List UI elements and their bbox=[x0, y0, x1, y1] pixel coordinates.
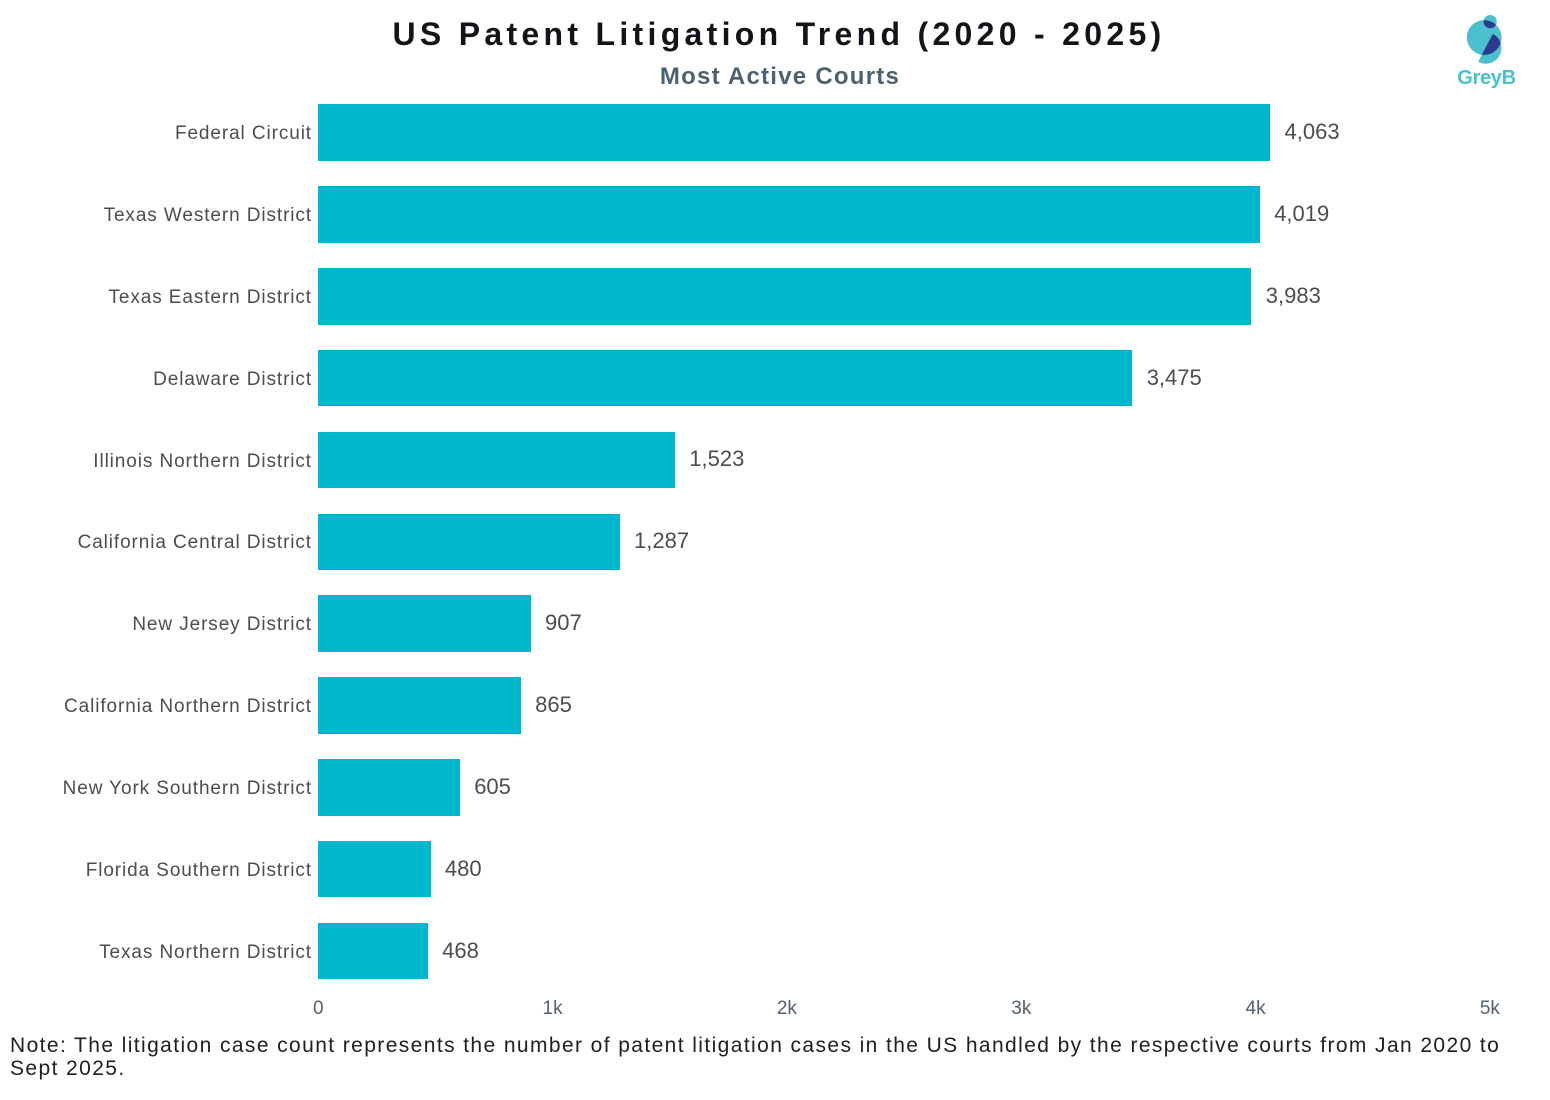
svg-text:GreyB: GreyB bbox=[1457, 67, 1516, 89]
